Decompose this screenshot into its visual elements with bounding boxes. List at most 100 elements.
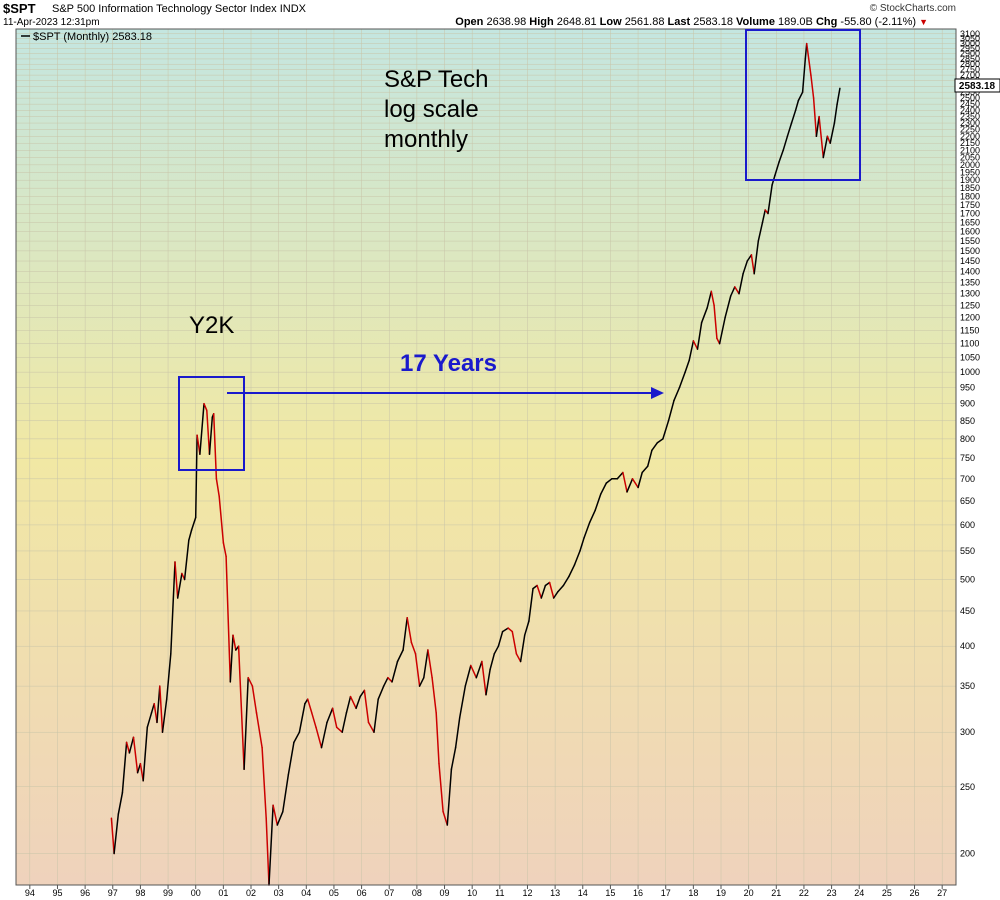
price-line [110, 42, 841, 886]
price-segment [188, 529, 193, 542]
price-segment [146, 712, 153, 729]
x-tick-label: 95 [52, 888, 62, 898]
price-segment [481, 660, 487, 696]
x-tick-label: 02 [246, 888, 256, 898]
price-segment [810, 74, 815, 99]
volume-label: Volume [736, 16, 775, 28]
price-segment [579, 536, 585, 552]
price-segment [367, 721, 375, 733]
x-tick-label: 23 [827, 888, 837, 898]
y-tick-label: 1000 [960, 367, 980, 377]
price-segment [427, 649, 433, 679]
price-segment [414, 653, 421, 687]
x-tick-label: 99 [163, 888, 173, 898]
price-segment [738, 272, 744, 295]
price-segment [757, 221, 764, 242]
price-segment [377, 685, 385, 700]
price-segment [326, 707, 334, 724]
price-segment [363, 689, 370, 724]
price-segment [588, 509, 596, 524]
price-segment [746, 254, 753, 262]
price-segment [734, 286, 740, 295]
y-tick-label: 2450 [960, 99, 980, 109]
price-segment [232, 634, 237, 651]
y-tick-label: 1650 [960, 217, 980, 227]
price-segment [132, 736, 139, 774]
x-tick-label: 18 [688, 888, 698, 898]
price-segment [718, 316, 726, 345]
price-segment [805, 42, 812, 76]
price-segment [557, 584, 565, 593]
y-tick-label: 1250 [960, 300, 980, 310]
price-segment [501, 627, 509, 633]
low-value: 2561.88 [624, 16, 665, 28]
x-axis: 94 95 96 97 98 99 00 01 02 03 04 05 06 07 08 09 10 11 12 13… [25, 885, 947, 898]
price-segment [523, 620, 530, 636]
price-segment [251, 685, 258, 714]
price-segment [431, 676, 437, 714]
price-segment [646, 449, 653, 468]
price-segment [176, 572, 183, 599]
price-segment [208, 416, 214, 455]
y-tick-label: 2700 [960, 70, 980, 80]
price-segment [673, 386, 681, 402]
y-tick-label: 1500 [960, 246, 980, 256]
x-tick-label: 27 [937, 888, 947, 898]
price-segment [622, 471, 628, 493]
recent-highlight-box [745, 29, 861, 181]
price-segment [794, 99, 800, 112]
price-segment [212, 413, 218, 480]
price-segment [382, 676, 389, 687]
price-segment [489, 653, 496, 671]
x-tick-label: 06 [357, 888, 367, 898]
security-name-text: S&P 500 Information Technology Sector In… [52, 3, 277, 15]
price-segment [113, 813, 120, 855]
arrow-head-icon [651, 387, 664, 399]
price-segment [700, 307, 708, 324]
price-segment [688, 340, 695, 362]
symbol-label: $SPT [3, 1, 36, 16]
y-tick-label: 1050 [960, 353, 980, 363]
price-segment [552, 590, 559, 599]
price-segment [815, 115, 820, 138]
price-segment [391, 660, 399, 683]
price-segment [692, 340, 699, 350]
price-segment [750, 254, 755, 275]
price-segment [272, 804, 279, 826]
price-segment [594, 493, 602, 512]
price-segment [265, 817, 270, 886]
price-segment [331, 707, 338, 729]
y-tick-label: 1200 [960, 313, 980, 323]
price-segment [818, 115, 825, 159]
price-segment [536, 584, 543, 599]
price-segment [684, 359, 690, 373]
price-segment [170, 561, 176, 655]
price-segment [341, 712, 348, 733]
high-label: High [529, 16, 554, 28]
price-segment [782, 135, 789, 152]
x-tick-label: 04 [301, 888, 311, 898]
price-segment [406, 616, 413, 644]
price-segment [410, 641, 417, 655]
price-segment [475, 660, 483, 679]
price-segment [206, 409, 211, 455]
price-segment [836, 87, 841, 105]
price-segment [507, 627, 514, 633]
y-tick-label: 250 [960, 782, 975, 792]
y-tick-label: 1350 [960, 277, 980, 287]
price-segment [359, 689, 366, 698]
price-segment [511, 630, 518, 655]
y-tick-label: 1750 [960, 200, 980, 210]
last-price-tag: 2583.18 [954, 78, 1000, 93]
price-segment [761, 209, 766, 224]
price-segment [562, 575, 570, 587]
price-segment [190, 516, 197, 531]
y-tick-label: 550 [960, 546, 975, 556]
x-tick-label: 94 [25, 888, 35, 898]
y-tick-label: 2800 [960, 59, 980, 69]
x-tick-label: 21 [771, 888, 781, 898]
chg-label: Chg [815, 16, 838, 28]
price-segment [616, 471, 624, 480]
y2k-label: Y2K [189, 312, 234, 339]
